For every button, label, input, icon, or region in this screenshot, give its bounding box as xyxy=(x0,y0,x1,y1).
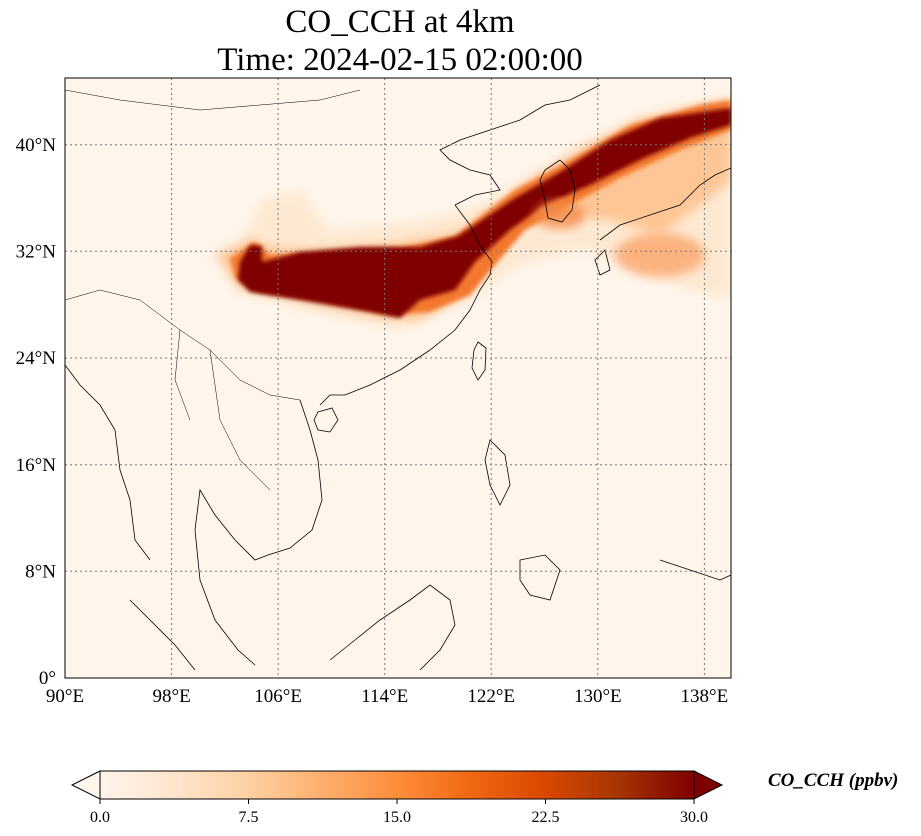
colorbar-tick-0: 0.0 xyxy=(90,809,110,826)
lat-tick-40: 40°N xyxy=(16,135,57,156)
map-frame xyxy=(64,77,732,679)
colorbar-label: CO_CCH (ppbv) xyxy=(768,770,899,791)
coastline-japan xyxy=(599,167,731,241)
coastline-myanmar xyxy=(65,364,151,561)
coastline-china xyxy=(319,204,493,406)
lon-tick-98: 98°E xyxy=(152,686,190,707)
colorbar-tick-4: 30.0 xyxy=(680,809,708,826)
lat-tick-0: 0° xyxy=(39,668,56,689)
coastline-sumatra xyxy=(129,599,196,671)
coastline-new-guinea xyxy=(659,559,731,581)
coastlines xyxy=(65,84,731,671)
coastline-mindanao xyxy=(519,554,561,601)
lon-tick-90: 90°E xyxy=(46,686,84,707)
concentration-field xyxy=(215,98,731,330)
plume-patch-east xyxy=(615,233,705,277)
borders-interior xyxy=(65,89,361,491)
map-subtitle-time: Time: 2024-02-15 02:00:00 xyxy=(217,42,583,78)
plume-patch-korea xyxy=(535,201,585,229)
colorbar-tick-3: 22.5 xyxy=(532,809,560,826)
coastline-hainan xyxy=(313,407,339,433)
lat-tick-8: 8°N xyxy=(25,562,56,583)
colorbar-extend-high xyxy=(693,770,724,800)
lon-tick-138: 138°E xyxy=(681,686,729,707)
lon-tick-114: 114°E xyxy=(361,686,408,707)
colorbar-tick-2: 15.0 xyxy=(383,809,411,826)
lon-tick-106: 106°E xyxy=(254,686,302,707)
coastline-borneo xyxy=(329,584,456,671)
lat-tick-24: 24°N xyxy=(16,348,57,369)
lon-tick-122: 122°E xyxy=(467,686,515,707)
colorbar-tickmarks xyxy=(99,799,695,804)
colorbar-ticklabels: 0.0 7.5 15.0 22.5 30.0 xyxy=(90,809,708,826)
lat-axis: 0° 8°N 16°N 24°N 32°N 40°N xyxy=(16,135,57,689)
coastline-indochina xyxy=(194,399,323,666)
coastline-korea xyxy=(539,159,576,223)
colorbar: 0.0 7.5 15.0 22.5 30.0 xyxy=(70,770,724,826)
coastline-taiwan xyxy=(471,341,487,381)
lon-tick-130: 130°E xyxy=(574,686,622,707)
gridlines xyxy=(65,78,731,678)
map-title: CO_CCH at 4km xyxy=(285,4,515,40)
lat-tick-32: 32°N xyxy=(16,242,57,263)
coastline-luzon xyxy=(484,439,511,506)
lon-axis: 90°E 98°E 106°E 114°E 122°E 130°E 138°E xyxy=(46,686,728,707)
colorbar-gradient xyxy=(100,771,694,799)
coastline-bohai xyxy=(439,84,601,206)
colorbar-extend-low xyxy=(70,770,101,800)
coastline-kyushu xyxy=(594,249,611,276)
plume-core xyxy=(238,108,731,318)
lat-tick-16: 16°N xyxy=(16,455,57,476)
colorbar-tick-1: 7.5 xyxy=(239,809,259,826)
